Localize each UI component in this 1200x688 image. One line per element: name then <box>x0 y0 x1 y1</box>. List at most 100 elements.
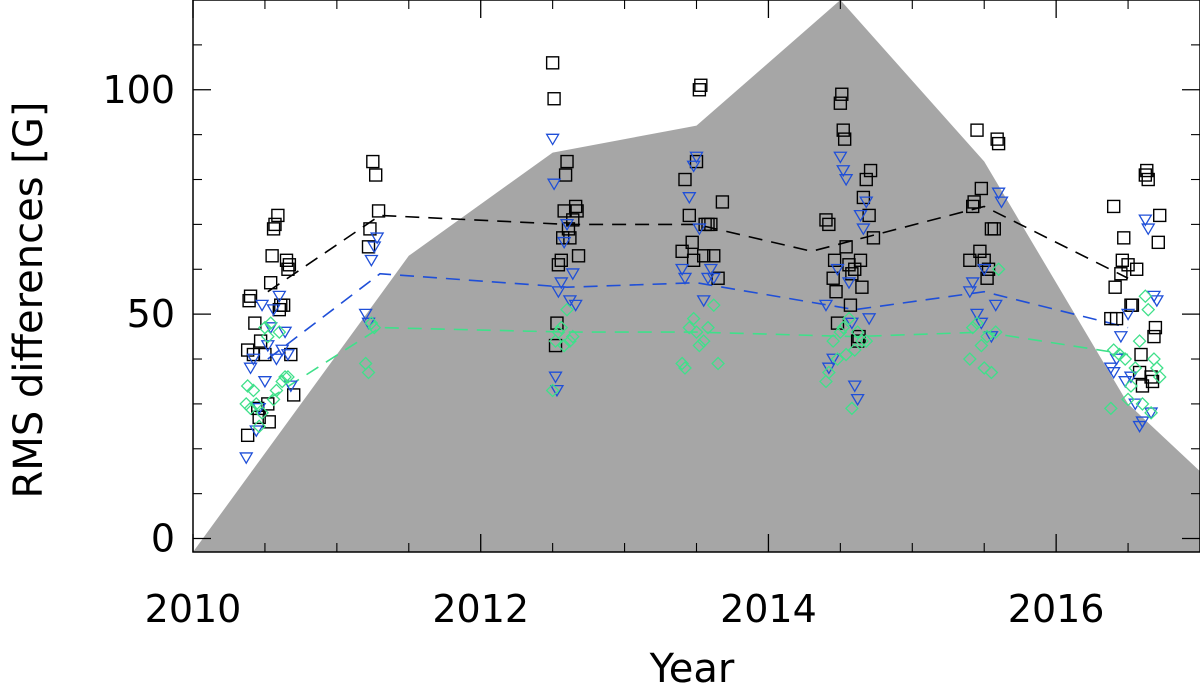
square-marker <box>855 280 869 294</box>
square-marker <box>835 87 849 101</box>
triangle-marker <box>689 151 704 164</box>
square-marker <box>707 249 721 263</box>
square-marker <box>686 253 701 267</box>
square-marker <box>248 316 262 330</box>
triangle-marker <box>838 174 854 187</box>
diamond-marker <box>678 361 692 375</box>
square-marker <box>845 267 859 281</box>
diamond-marker <box>557 338 572 353</box>
diamond-marker <box>545 383 560 398</box>
x-tick-labels: 2010 2012 2014 2016 <box>145 587 1105 631</box>
y-tick-labels: 0 50 100 <box>102 68 175 561</box>
square-marker <box>843 298 858 312</box>
x-tick-label: 2012 <box>432 587 529 631</box>
triangle-marker <box>565 268 580 281</box>
triangle-marker <box>269 353 284 366</box>
diamond-marker <box>252 419 267 434</box>
triangle-marker <box>1138 214 1153 227</box>
diamond-marker <box>272 325 287 340</box>
diamond-marker <box>1144 405 1159 420</box>
trend-line-0 <box>267 205 1129 293</box>
trend-line-1 <box>267 272 1129 360</box>
triangle-marker <box>677 272 693 285</box>
triangle-marker <box>692 223 707 236</box>
diamond-marker <box>364 316 379 331</box>
square-marker <box>243 289 258 303</box>
diamond-marker <box>980 329 995 344</box>
triangle-marker <box>263 322 278 335</box>
diamond-marker <box>965 320 980 335</box>
square-marker <box>361 240 376 254</box>
diamond-marker <box>855 334 869 348</box>
square-marker <box>571 249 586 263</box>
triangle-marker <box>1106 367 1121 380</box>
triangle-marker <box>545 133 560 146</box>
diamond-marker <box>706 298 721 313</box>
triangle-marker <box>1123 371 1139 384</box>
triangle-marker <box>994 196 1009 209</box>
diamond-marker <box>696 334 711 348</box>
square-marker <box>715 195 730 209</box>
triangle-marker <box>260 340 275 353</box>
triangle-marker <box>358 308 373 321</box>
diamond-marker <box>962 352 977 366</box>
square-marker <box>1151 235 1165 250</box>
y-tick-label: 100 <box>102 68 175 112</box>
triangle-marker <box>1143 407 1159 420</box>
triangle-marker <box>280 349 296 362</box>
square-marker <box>262 415 276 429</box>
diamond-marker <box>551 325 566 340</box>
triangle-marker <box>283 380 298 393</box>
square-marker <box>991 136 1006 151</box>
triangle-marker <box>548 371 563 384</box>
diamond-marker <box>1132 334 1147 348</box>
triangle-marker <box>554 277 569 290</box>
square-marker <box>682 208 697 223</box>
square-marker <box>675 244 689 259</box>
diamond-marker <box>821 365 836 380</box>
diamond-marker <box>675 356 690 371</box>
triangle-marker <box>703 263 719 276</box>
square-marker <box>827 253 842 267</box>
square-marker <box>1141 172 1155 187</box>
trend-line-2 <box>267 326 1129 401</box>
triangle-marker <box>821 362 836 375</box>
square-marker <box>970 123 984 137</box>
triangle-marker <box>830 263 845 276</box>
diamond-marker <box>548 334 563 348</box>
triangle-marker <box>988 299 1003 312</box>
square-marker <box>282 258 297 272</box>
triangle-marker <box>818 299 834 312</box>
triangle-marker <box>836 165 851 178</box>
diamond-marker <box>836 320 851 335</box>
triangle-marker <box>850 393 865 407</box>
triangle-marker <box>686 160 701 173</box>
diamond-marker <box>560 302 574 317</box>
square-marker <box>836 123 850 137</box>
triangle-marker <box>1149 295 1164 308</box>
triangle-marker <box>853 209 868 223</box>
ticks-layer <box>192 0 1200 552</box>
triangle-marker <box>367 241 382 254</box>
square-marker <box>545 56 560 70</box>
diamond-marker <box>243 401 258 416</box>
square-marker <box>1108 280 1122 294</box>
diamond-marker <box>263 316 278 331</box>
square-marker <box>568 199 583 214</box>
triangle-marker <box>272 290 287 303</box>
square-marker <box>279 253 294 267</box>
square-marker <box>866 231 881 245</box>
diamond-marker <box>1118 352 1133 366</box>
triangle-marker <box>254 299 270 312</box>
diamond-marker <box>281 370 295 384</box>
triangle-marker <box>266 304 281 317</box>
square-marker <box>819 213 833 227</box>
diamond-marker <box>278 370 292 384</box>
diamond-marker <box>565 329 580 344</box>
diamond-marker <box>1141 302 1156 317</box>
square-marker <box>859 172 873 187</box>
triangle-marker <box>243 362 258 375</box>
diamond-marker <box>711 356 725 371</box>
triangle-marker <box>833 151 848 164</box>
square-marker <box>551 258 566 272</box>
